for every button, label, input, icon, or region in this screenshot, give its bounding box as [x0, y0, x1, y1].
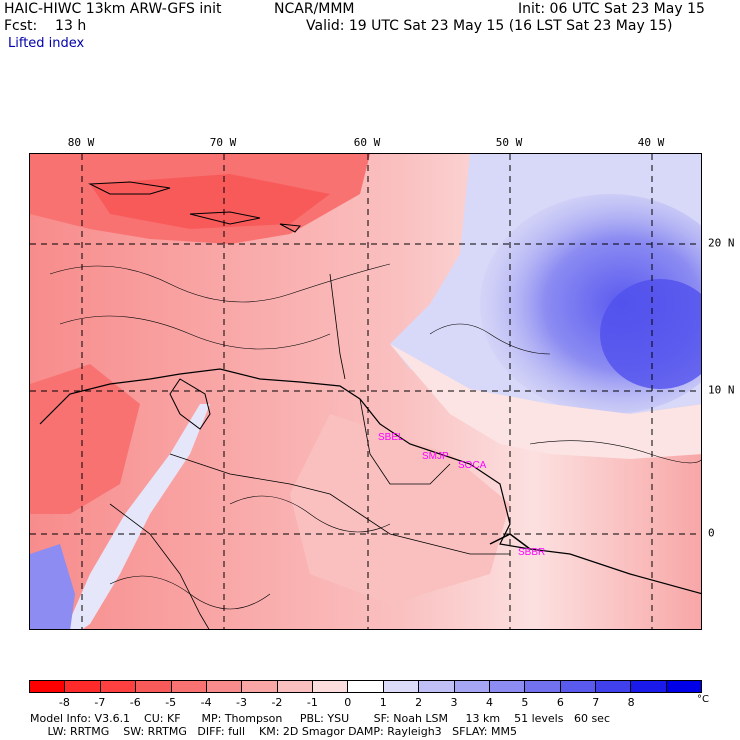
field-name: Lifted index [8, 36, 85, 51]
organization-label: NCAR/MMM [274, 1, 355, 17]
init-time: Init: 06 UTC Sat 23 May 15 [518, 1, 705, 17]
colorbar-swatch [560, 681, 596, 692]
map-field-svg [30, 154, 701, 629]
colorbar-tick-label: 0 [344, 696, 352, 709]
colorbar-tick-label: 7 [592, 696, 600, 709]
colorbar-tick-label: 1 [379, 696, 387, 709]
colorbar-swatch [348, 681, 384, 692]
colorbar-tick-label: 6 [556, 696, 564, 709]
colorbar [29, 680, 702, 693]
colorbar-tick-label: 4 [485, 696, 493, 709]
station-label-sbel: SBEL [378, 432, 404, 443]
colorbar-swatch [525, 681, 561, 692]
colorbar-tick-label: 3 [450, 696, 458, 709]
lon-label-70w: 70 W [209, 136, 237, 149]
lat-label-0: 0 [708, 526, 715, 540]
station-label-soca: SOCA [458, 460, 487, 471]
colorbar-swatch [596, 681, 632, 692]
colorbar-swatch [171, 681, 207, 692]
colorbar-swatch [136, 681, 172, 692]
colorbar-tick-label: -5 [165, 696, 177, 709]
colorbar-tick-label: -6 [129, 696, 141, 709]
colorbar-tick-label: -8 [58, 696, 70, 709]
valid-time: Valid: 19 UTC Sat 23 May 15 (16 LST Sat … [306, 18, 673, 34]
colorbar-swatch [666, 681, 702, 692]
colorbar-swatch [419, 681, 455, 692]
station-label-smjp: SMJP [422, 451, 449, 462]
lifted-index-map [29, 153, 702, 630]
colorbar-tick-label: -3 [236, 696, 247, 709]
model-title: HAIC-HIWC 13km ARW-GFS init [4, 1, 222, 17]
colorbar-tick-label: 5 [521, 696, 529, 709]
colorbar-swatch [206, 681, 243, 692]
colorbar-tick-label: -1 [306, 696, 318, 709]
colorbar-swatch [277, 681, 313, 692]
colorbar-swatch [30, 681, 66, 692]
colorbar-swatch [631, 681, 667, 692]
colorbar-unit: °C [697, 694, 709, 705]
colorbar-swatch [100, 681, 137, 692]
lat-label-10n: 10 N [708, 383, 735, 397]
lon-label-40w: 40 W [637, 136, 665, 149]
colorbar-tick-label: 8 [627, 696, 635, 709]
lon-label-80w: 80 W [67, 136, 95, 149]
station-label-sbbr: SBBR [518, 547, 546, 558]
colorbar-tick-label: -7 [94, 696, 106, 709]
colorbar-swatch [242, 681, 278, 692]
colorbar-swatch [65, 681, 101, 692]
lon-label-50w: 50 W [495, 136, 523, 149]
colorbar-swatch [454, 681, 490, 692]
colorbar-swatch [313, 681, 349, 692]
colorbar-tick-label: -2 [271, 696, 283, 709]
colorbar-tick-label: -4 [200, 696, 212, 709]
forecast-hour: Fcst: 13 h [4, 18, 87, 34]
model-info-line2: LW: RRTMG SW: RRTMG DIFF: full KM: 2D Sm… [30, 725, 517, 738]
model-info-line1: Model Info: V3.6.1 CU: KF MP: Thompson P… [30, 712, 610, 725]
colorbar-tick-label: 2 [415, 696, 423, 709]
lon-label-60w: 60 W [353, 136, 381, 149]
colorbar-swatch [489, 681, 526, 692]
colorbar-swatch [383, 681, 420, 692]
lat-label-20n: 20 N [708, 236, 735, 250]
